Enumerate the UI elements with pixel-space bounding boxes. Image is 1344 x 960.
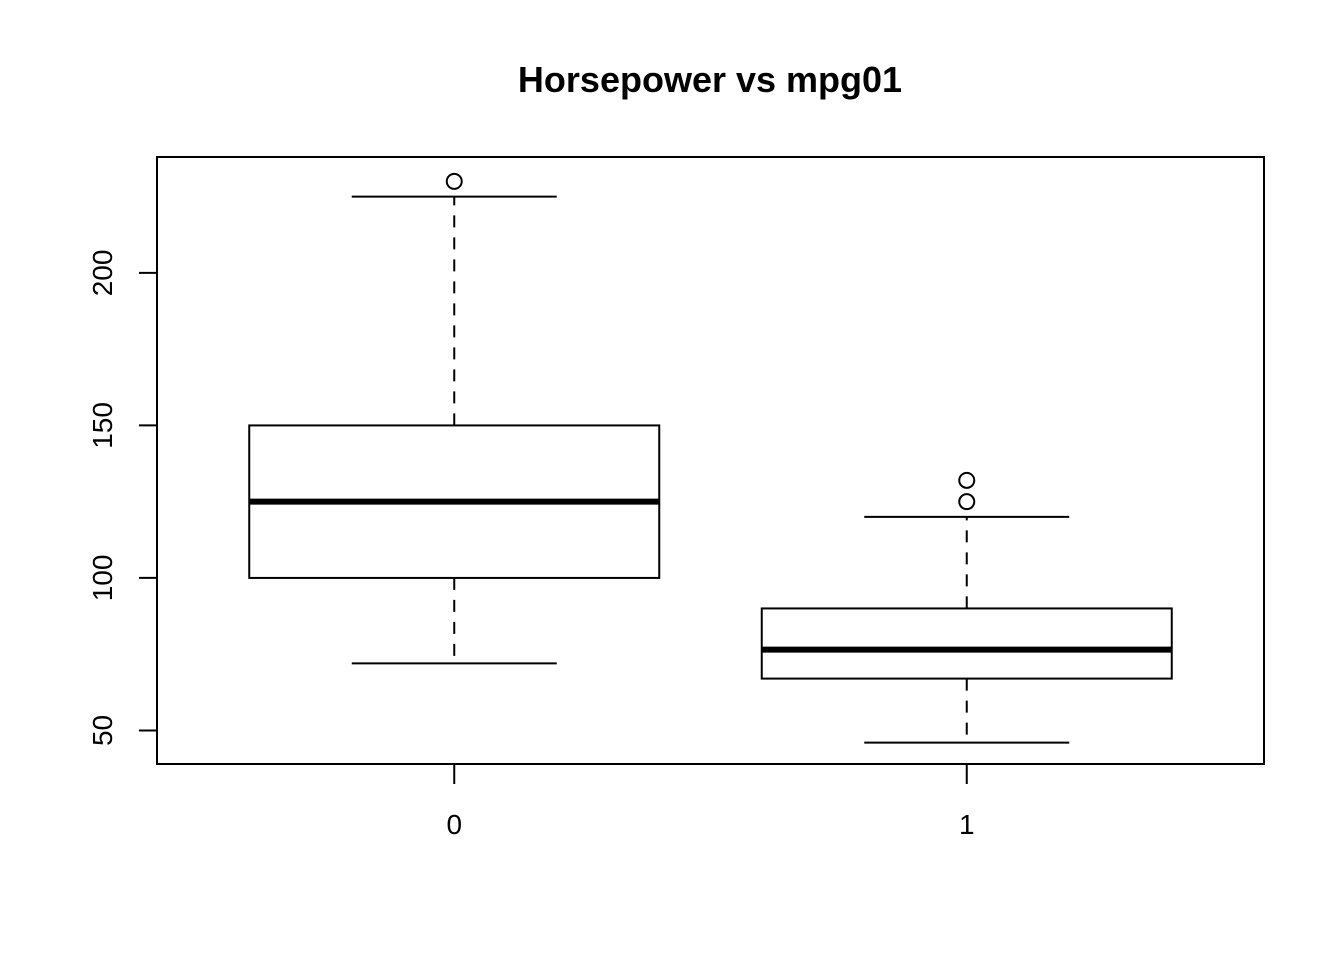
x-tick-label: 1 [959, 809, 975, 840]
boxes [248, 172, 1173, 744]
box-group-1 [760, 471, 1173, 744]
y-tick-label: 50 [87, 715, 118, 746]
y-axis: 50 100 150 200 [87, 250, 158, 746]
y-tick-label: 200 [87, 250, 118, 297]
iqr-box [760, 607, 1173, 680]
y-tick-label: 150 [87, 402, 118, 449]
y-tick-label: 100 [87, 555, 118, 602]
chart-title: Horsepower vs mpg01 [518, 59, 902, 100]
outlier-point [958, 493, 976, 511]
box-group-0 [248, 172, 661, 665]
outlier-point [958, 471, 976, 489]
outlier-point [445, 172, 463, 190]
x-tick-label: 0 [446, 809, 462, 840]
